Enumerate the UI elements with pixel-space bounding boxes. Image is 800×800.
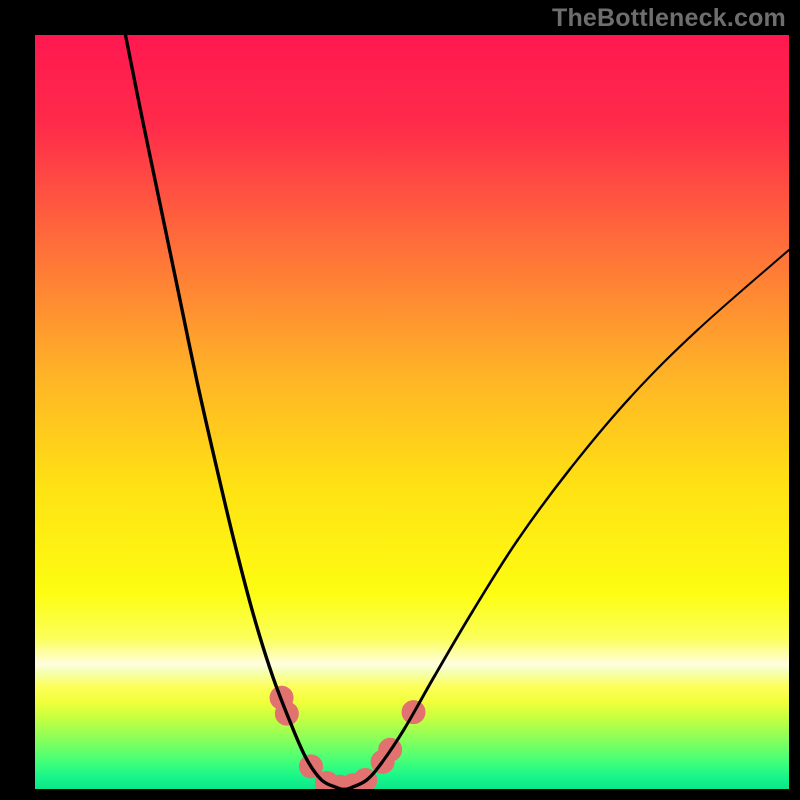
chart-container: TheBottleneck.com (0, 0, 800, 800)
plot-area (35, 35, 789, 789)
watermark-text: TheBottleneck.com (552, 4, 786, 33)
curve-valley (337, 787, 352, 789)
